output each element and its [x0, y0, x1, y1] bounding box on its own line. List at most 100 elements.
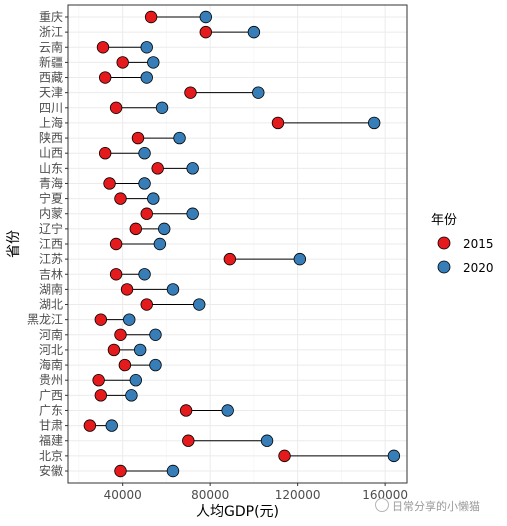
- point-2020: [123, 313, 136, 326]
- y-tick-label: 贵州: [39, 373, 63, 387]
- point-2015: [109, 268, 123, 281]
- point-2020: [367, 116, 381, 130]
- point-2020: [193, 298, 206, 311]
- y-tick-label: 安徽: [39, 463, 63, 478]
- point-2015: [140, 298, 153, 311]
- point-2015: [114, 464, 127, 478]
- point-2020: [247, 25, 261, 39]
- y-tick-label: 北京: [39, 449, 63, 463]
- y-tick-label: 四川: [39, 101, 63, 115]
- point-2020: [140, 41, 153, 54]
- legend-key-2020: [437, 260, 451, 274]
- y-tick-label: 湖南: [39, 281, 63, 296]
- point-2015: [199, 25, 212, 39]
- point-2020: [186, 207, 199, 220]
- y-tick-label: 广西: [39, 388, 63, 402]
- point-2015: [184, 86, 197, 99]
- legend-key-2015: [437, 236, 451, 250]
- point-2015: [151, 162, 164, 175]
- y-tick-label: 河北: [39, 343, 63, 357]
- point-2015: [129, 222, 143, 236]
- x-axis-ticks: 40000 80000 120000 160000: [104, 483, 408, 502]
- y-tick-label: 山东: [39, 161, 63, 175]
- point-2020: [260, 434, 274, 447]
- point-2015: [271, 116, 285, 130]
- point-2020: [387, 449, 401, 463]
- legend-label-2015: 2015: [463, 237, 494, 251]
- point-2020: [138, 177, 151, 190]
- y-tick-label: 陕西: [39, 130, 63, 145]
- legend-label-2020: 2020: [463, 261, 494, 275]
- y-tick-label: 湖北: [39, 297, 63, 312]
- point-2015: [114, 328, 127, 342]
- y-tick-label: 辽宁: [39, 221, 63, 236]
- point-2020: [186, 162, 199, 175]
- point-2015: [223, 252, 237, 266]
- x-tick-label: 120000: [275, 488, 321, 502]
- point-2015: [94, 313, 108, 326]
- y-tick-label: 福建: [39, 433, 63, 448]
- y-tick-label: 江苏: [39, 252, 63, 266]
- wechat-logo-icon: [375, 498, 389, 512]
- y-tick-label: 江西: [39, 237, 63, 251]
- y-tick-label: 甘肃: [39, 419, 63, 433]
- point-2020: [125, 389, 138, 402]
- point-2015: [96, 41, 110, 54]
- y-tick-label: 重庆: [39, 10, 63, 24]
- point-2015: [94, 389, 108, 402]
- legend-title: 年份: [431, 213, 457, 228]
- point-2020: [149, 358, 162, 372]
- y-tick-label: 广东: [39, 403, 63, 417]
- y-axis-title: 省份: [6, 230, 22, 258]
- y-tick-label: 浙江: [39, 25, 63, 39]
- point-2020: [158, 222, 171, 236]
- point-2015: [120, 283, 134, 296]
- point-2020: [147, 192, 160, 205]
- y-tick-label: 黑龙江: [27, 313, 63, 327]
- point-2020: [140, 71, 153, 84]
- point-2020: [153, 237, 167, 251]
- x-axis-title: 人均GDP(元): [196, 504, 279, 520]
- x-tick-label: 40000: [104, 488, 142, 502]
- point-2015: [140, 207, 153, 220]
- watermark-text: 日常分享的小懒猫: [392, 500, 480, 513]
- point-2015: [98, 71, 112, 84]
- y-tick-label: 吉林: [39, 267, 63, 281]
- y-tick-label: 新疆: [39, 54, 63, 69]
- point-2015: [83, 419, 97, 432]
- watermark: 日常分享的小懒猫: [375, 498, 480, 514]
- y-tick-label: 宁夏: [39, 191, 63, 206]
- point-2015: [118, 358, 132, 372]
- point-2020: [173, 131, 186, 145]
- point-2015: [278, 449, 291, 463]
- x-tick-label: 80000: [191, 488, 229, 502]
- y-tick-label: 山西: [39, 146, 63, 160]
- point-2020: [199, 10, 212, 24]
- point-2020: [166, 464, 180, 478]
- point-2020: [129, 374, 143, 387]
- point-2020: [252, 86, 265, 99]
- y-tick-label: 海南: [39, 357, 63, 372]
- x-tick-label: 160000: [362, 488, 408, 502]
- y-tick-label: 云南: [39, 39, 63, 54]
- legend: 年份 2015 2020: [431, 213, 494, 275]
- y-tick-label: 西藏: [39, 71, 63, 85]
- point-2015: [144, 10, 158, 24]
- point-2020: [105, 419, 118, 432]
- point-2020: [133, 343, 147, 357]
- y-tick-label: 天津: [39, 86, 63, 100]
- y-tick-label: 青海: [39, 175, 63, 190]
- y-tick-label: 内蒙: [39, 207, 63, 221]
- point-2015: [114, 192, 127, 205]
- point-2015: [179, 404, 193, 417]
- point-2020: [155, 101, 169, 115]
- point-2015: [109, 237, 123, 251]
- point-2015: [131, 131, 145, 145]
- point-2015: [98, 146, 112, 160]
- point-2015: [107, 343, 121, 357]
- point-2015: [116, 56, 129, 69]
- point-2015: [92, 374, 105, 387]
- point-2015: [103, 177, 116, 190]
